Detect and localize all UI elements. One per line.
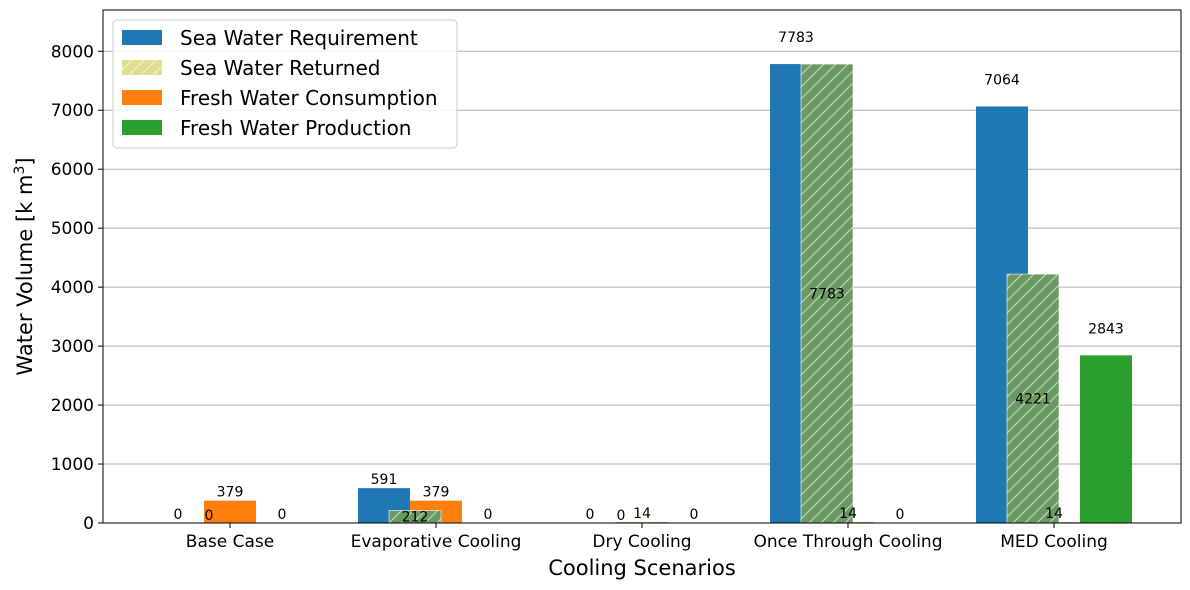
legend-swatch xyxy=(122,30,162,45)
data-label: 0 xyxy=(484,507,493,523)
legend-entry: Sea Water Requirement xyxy=(180,26,418,50)
y-tick-label: 3000 xyxy=(51,337,94,357)
data-label: 7783 xyxy=(778,30,814,46)
x-tick-label: Evaporative Cooling xyxy=(351,532,522,552)
legend-swatch xyxy=(122,120,162,135)
y-axis-label-base: Water Volume [k m xyxy=(13,175,37,376)
data-label: 0 xyxy=(690,507,699,523)
data-label: 379 xyxy=(423,485,450,501)
legend-entry: Fresh Water Consumption xyxy=(180,86,438,110)
data-label: 0 xyxy=(617,508,626,524)
y-tick-label: 8000 xyxy=(51,42,94,62)
x-tick-label: Dry Cooling xyxy=(592,532,691,552)
y-tick-label: 2000 xyxy=(51,396,94,416)
x-axis-label: Cooling Scenarios xyxy=(548,556,736,580)
y-tick-label: 7000 xyxy=(51,101,94,121)
y-axis-label-sup: 3 xyxy=(12,166,28,175)
legend-swatch xyxy=(122,90,162,105)
data-label: 591 xyxy=(371,472,398,488)
y-tick-label: 4000 xyxy=(51,278,94,298)
data-label: 7064 xyxy=(984,72,1020,88)
y-axis-label: Water Volume [k m3] xyxy=(12,157,37,375)
y-tick-label: 1000 xyxy=(51,455,94,475)
x-axis: Base Case Evaporative Cooling Dry Cooling O… xyxy=(186,523,1108,552)
data-label: 0 xyxy=(896,507,905,523)
x-tick-label: Base Case xyxy=(186,532,274,552)
legend-swatch-hatch xyxy=(122,60,162,75)
data-label: 0 xyxy=(278,507,287,523)
y-axis-label-end: ] xyxy=(13,157,37,165)
data-label: 7783 xyxy=(809,287,845,303)
data-label: 14 xyxy=(839,506,857,522)
data-label: 0 xyxy=(174,507,183,523)
y-axis: 0 1000 2000 3000 4000 5000 6000 7000 8000 xyxy=(51,42,103,534)
data-label: 0 xyxy=(205,508,214,524)
x-tick-label: Once Through Cooling xyxy=(754,532,943,552)
y-tick-label: 6000 xyxy=(51,160,94,180)
data-label: 0 xyxy=(586,507,595,523)
data-label: 4221 xyxy=(1015,392,1051,408)
legend-entry: Sea Water Returned xyxy=(180,56,380,80)
legend-entry: Fresh Water Production xyxy=(180,116,411,140)
bar-fresh-water-production xyxy=(1080,355,1132,523)
legend: Sea Water Requirement Sea Water Returned F… xyxy=(113,20,457,148)
data-label: 14 xyxy=(633,506,651,522)
data-label: 2843 xyxy=(1088,321,1124,337)
y-tick-label: 5000 xyxy=(51,219,94,239)
y-tick-label: 0 xyxy=(83,514,94,534)
x-tick-label: MED Cooling xyxy=(1000,532,1108,552)
data-label: 379 xyxy=(217,485,244,501)
data-label: 14 xyxy=(1045,506,1063,522)
